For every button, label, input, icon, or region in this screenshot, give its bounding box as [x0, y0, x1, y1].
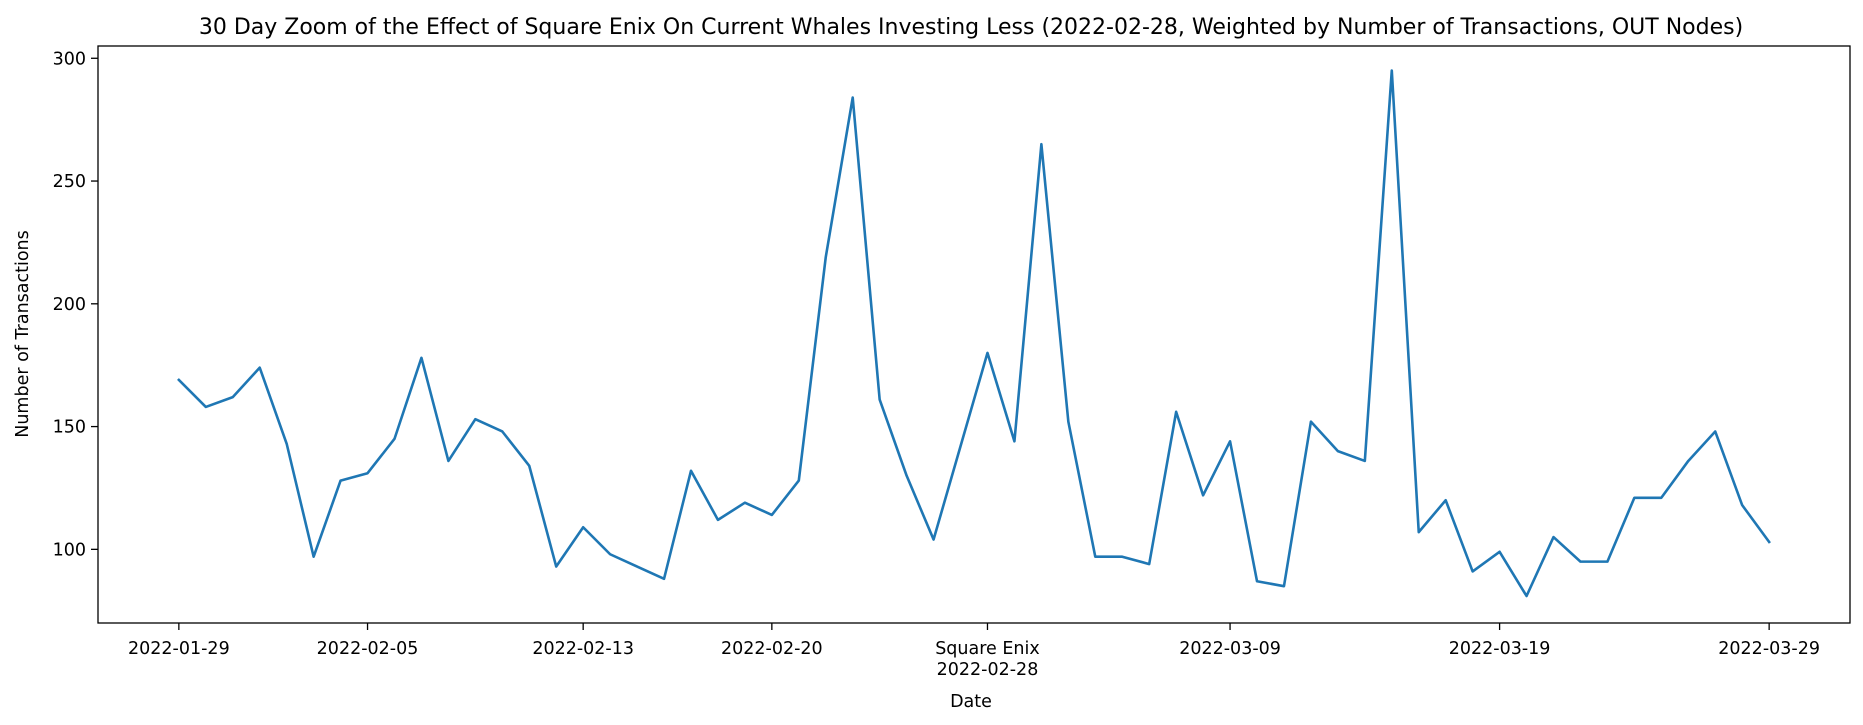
y-tick-label: 150: [53, 418, 86, 438]
x-tick-label: 2022-01-29: [128, 639, 230, 659]
x-tick-label: 2022-02-20: [721, 639, 823, 659]
chart-title: 30 Day Zoom of the Effect of Square Enix…: [199, 15, 1743, 40]
series-line: [177, 69, 1771, 598]
x-axis-label: Date: [950, 692, 992, 712]
y-tick-label: 200: [53, 295, 86, 315]
x-tick-label: Square Enix: [935, 639, 1040, 659]
y-tick-label: 250: [53, 172, 86, 192]
x-tick-label: 2022-02-05: [317, 639, 419, 659]
y-tick-label: 100: [53, 540, 86, 560]
x-tick-label: 2022-03-19: [1449, 639, 1551, 659]
x-tick-label-secondary: 2022-02-28: [937, 660, 1039, 680]
series-layer: [177, 69, 1771, 598]
y-axis-label: Number of Transactions: [13, 230, 33, 438]
x-tick-label: 2022-02-13: [532, 639, 634, 659]
x-tick-label: 2022-03-09: [1179, 639, 1281, 659]
x-tick-label: 2022-03-29: [1718, 639, 1820, 659]
x-axis: 2022-01-29 2022-02-05 2022-02-13 2022-02-20…: [128, 623, 1820, 680]
plot-area-frame: [97, 45, 1851, 624]
y-tick-label: 300: [53, 49, 86, 69]
y-axis: 100 150 200 250 300: [53, 49, 98, 560]
